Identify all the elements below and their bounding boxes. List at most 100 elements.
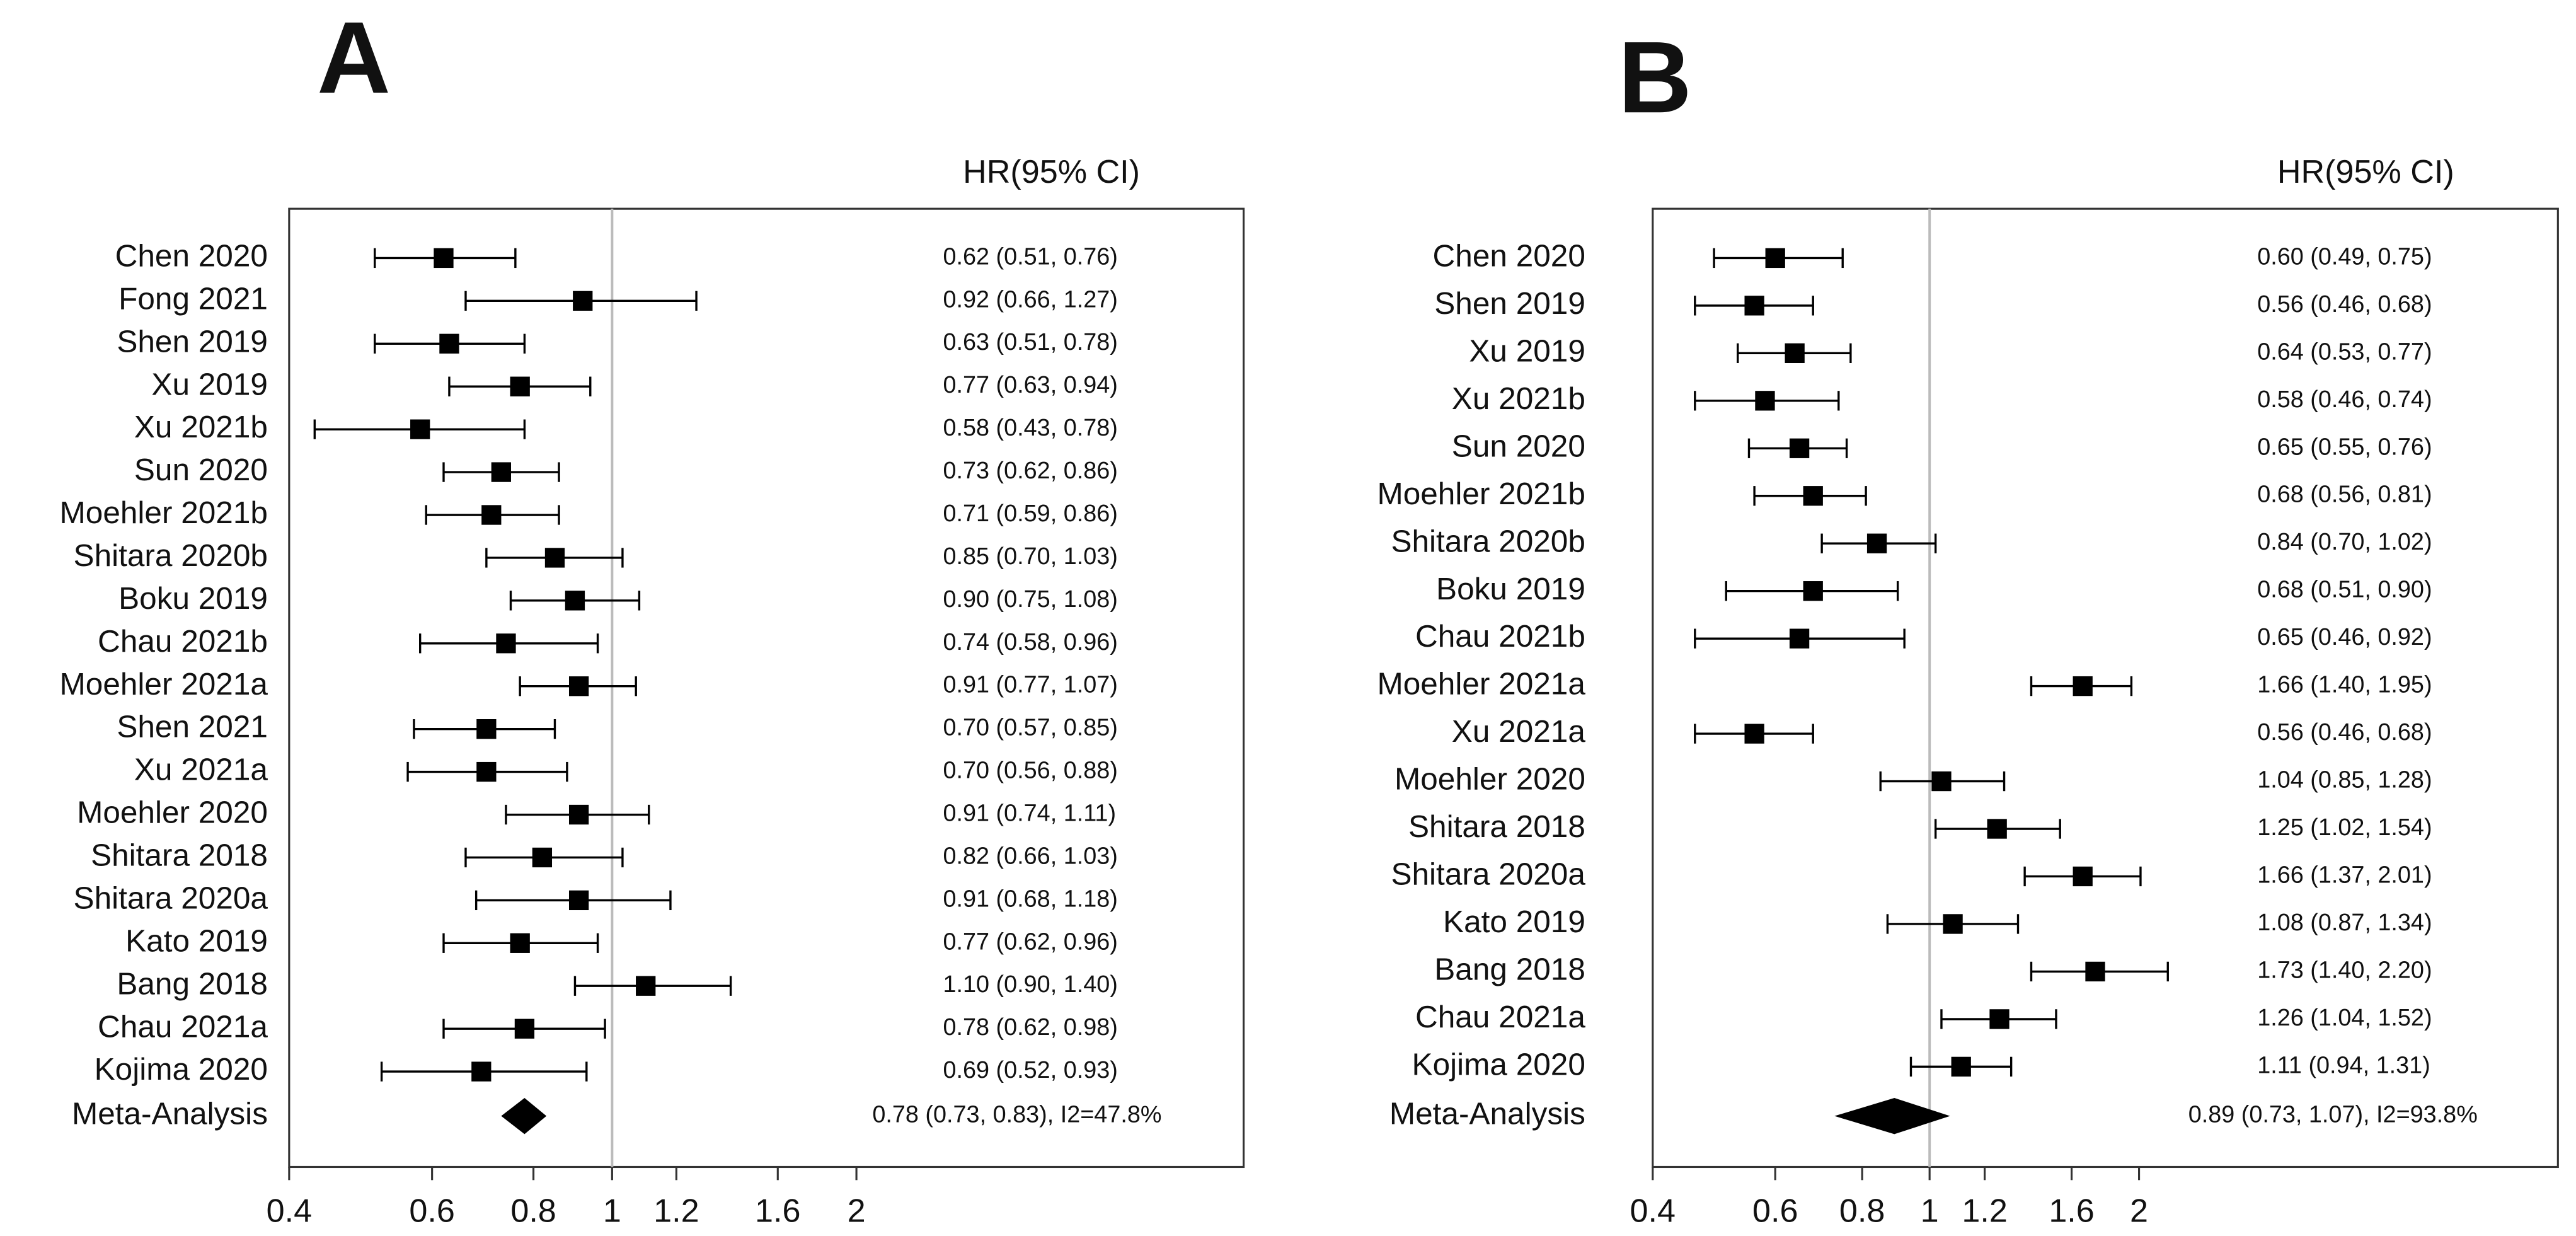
study-label: Kato 2019	[125, 923, 268, 958]
ci-text: 0.91 (0.74, 1.11)	[943, 800, 1117, 826]
study-label: Xu 2021a	[134, 753, 268, 787]
ci-text: 0.65 (0.55, 0.76)	[2257, 434, 2432, 460]
x-tick-label: 0.4	[1630, 1193, 1676, 1229]
point-estimate	[532, 847, 553, 868]
point-estimate	[2073, 866, 2093, 887]
point-estimate	[2085, 961, 2105, 982]
point-estimate	[514, 1019, 535, 1039]
study-label: Moehler 2021a	[1377, 667, 1585, 702]
ci-text: 0.91 (0.68, 1.18)	[943, 886, 1118, 912]
ci-text: 1.26 (1.04, 1.52)	[2257, 1005, 2432, 1031]
study-label: Moehler 2021b	[1377, 476, 1585, 511]
point-estimate	[565, 591, 585, 611]
study-label: Shitara 2020a	[74, 881, 268, 915]
column-header: HR(95% CI)	[2277, 154, 2454, 190]
point-estimate	[1989, 1009, 2010, 1029]
study-label: Xu 2021b	[1452, 381, 1585, 416]
point-estimate	[1789, 438, 1810, 458]
ci-text: 1.08 (0.87, 1.34)	[2257, 910, 2432, 936]
ci-text: 0.90 (0.75, 1.08)	[943, 586, 1118, 613]
study-label: Xu 2021b	[134, 410, 268, 444]
point-estimate	[1987, 819, 2007, 839]
x-tick-label: 2	[848, 1193, 866, 1229]
study-label: Shitara 2018	[91, 838, 268, 873]
point-estimate	[1803, 486, 1823, 506]
ci-text: 0.77 (0.63, 0.94)	[943, 372, 1118, 398]
study-label: Chau 2021b	[1415, 619, 1585, 654]
ci-text: 0.65 (0.46, 0.92)	[2257, 624, 2432, 650]
ci-text: 1.04 (0.85, 1.28)	[2257, 767, 2432, 794]
point-estimate	[568, 890, 589, 911]
plot-frame	[288, 207, 1245, 1169]
ci-text: 0.82 (0.66, 1.03)	[943, 843, 1118, 869]
x-tick-label: 0.6	[409, 1193, 454, 1229]
panel-label: B	[1618, 21, 1692, 134]
panel-label: A	[317, 1, 391, 115]
point-estimate	[1803, 581, 1823, 601]
ci-text: 0.69 (0.52, 0.93)	[943, 1057, 1118, 1083]
ci-text: 0.70 (0.56, 0.88)	[943, 758, 1118, 784]
study-label: Shen 2021	[117, 710, 268, 744]
study-label: Chen 2020	[115, 239, 268, 274]
ci-text: 1.25 (1.02, 1.54)	[2257, 814, 2432, 841]
ci-text: 0.56 (0.46, 0.68)	[2257, 719, 2432, 746]
study-label: Shitara 2018	[1408, 809, 1585, 844]
point-estimate	[496, 633, 516, 654]
study-label: Boku 2019	[1436, 572, 1585, 606]
summary-label: Meta-Analysis	[72, 1097, 268, 1131]
x-tick-label: 1.2	[1962, 1193, 2007, 1229]
ci-text: 0.84 (0.70, 1.02)	[2257, 529, 2432, 555]
point-estimate	[568, 804, 589, 825]
ci-text: 1.10 (0.90, 1.40)	[943, 971, 1118, 998]
ci-text: 0.62 (0.51, 0.76)	[943, 243, 1118, 270]
point-estimate	[481, 505, 502, 525]
study-label: Fong 2021	[118, 281, 268, 316]
point-estimate	[1789, 628, 1810, 649]
point-estimate	[476, 719, 497, 739]
study-label: Chau 2021a	[98, 1009, 268, 1044]
study-label: Moehler 2021a	[60, 667, 268, 702]
study-label: Shen 2019	[117, 324, 268, 359]
point-estimate	[471, 1061, 492, 1082]
x-tick-label: 0.8	[510, 1193, 556, 1229]
ci-text: 0.77 (0.62, 0.96)	[943, 928, 1118, 955]
ci-text: 1.66 (1.37, 2.01)	[2257, 862, 2432, 888]
point-estimate	[1785, 343, 1805, 363]
study-label: Moehler 2020	[77, 795, 268, 830]
study-label: Shitara 2020b	[74, 538, 268, 573]
x-tick-label: 1.6	[755, 1193, 800, 1229]
ci-text: 0.71 (0.59, 0.86)	[943, 500, 1118, 527]
ci-text: 0.92 (0.66, 1.27)	[943, 286, 1118, 313]
ci-text: 0.63 (0.51, 0.78)	[943, 329, 1118, 355]
summary-text: 0.78 (0.73, 0.83), I2=47.8%	[872, 1102, 1161, 1128]
study-label: Shen 2019	[1434, 286, 1585, 321]
point-estimate	[568, 676, 589, 696]
ci-text: 0.78 (0.62, 0.98)	[943, 1014, 1118, 1041]
study-label: Chau 2021a	[1415, 1000, 1585, 1034]
ci-text: 1.73 (1.40, 2.20)	[2257, 957, 2432, 983]
point-estimate	[476, 761, 497, 782]
summary-text: 0.89 (0.73, 1.07), I2=93.8%	[2188, 1102, 2478, 1128]
point-estimate	[2073, 676, 2093, 696]
point-estimate	[1744, 296, 1764, 316]
point-estimate	[1866, 533, 1887, 553]
study-label: Shitara 2020a	[1391, 857, 1585, 892]
point-estimate	[573, 291, 593, 311]
point-estimate	[510, 933, 530, 953]
ci-text: 1.66 (1.40, 1.95)	[2257, 672, 2432, 698]
summary-label: Meta-Analysis	[1389, 1097, 1585, 1131]
study-label: Xu 2019	[1469, 333, 1585, 368]
study-label: Sun 2020	[1452, 429, 1585, 463]
study-label: Kojima 2020	[95, 1052, 268, 1087]
x-tick-label: 1	[1921, 1193, 1939, 1229]
study-label: Moehler 2021b	[60, 495, 268, 530]
x-tick-label: 1	[603, 1193, 621, 1229]
point-estimate	[491, 462, 511, 482]
ci-text: 0.85 (0.70, 1.03)	[943, 543, 1118, 570]
plot-frame	[1652, 207, 2559, 1169]
point-estimate	[1755, 391, 1775, 411]
ci-text: 0.73 (0.62, 0.86)	[943, 458, 1118, 484]
summary-diamond	[1834, 1097, 1950, 1135]
x-tick-label: 2	[2130, 1193, 2148, 1229]
